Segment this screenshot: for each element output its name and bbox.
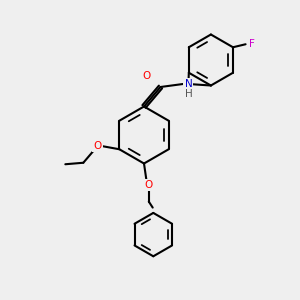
Text: H: H [184,89,192,100]
Text: F: F [249,39,254,49]
Text: O: O [93,141,101,151]
Text: O: O [145,180,153,190]
Text: O: O [143,70,151,81]
Text: N: N [184,79,192,89]
